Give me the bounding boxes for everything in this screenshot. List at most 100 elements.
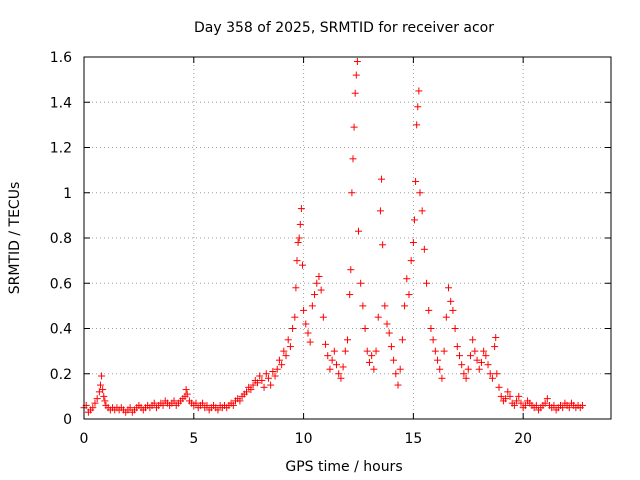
data-point	[308, 302, 316, 310]
data-point	[348, 189, 356, 197]
data-point	[304, 329, 312, 337]
data-point	[442, 313, 450, 321]
y-tick-label: 0.8	[50, 231, 72, 247]
data-point	[414, 103, 422, 111]
data-point	[436, 365, 444, 373]
data-point	[413, 121, 421, 129]
data-point	[447, 297, 455, 305]
data-point	[126, 404, 134, 412]
data-point	[292, 284, 300, 292]
data-point	[475, 365, 483, 373]
data-point	[368, 352, 376, 360]
data-point	[311, 291, 319, 299]
data-point	[409, 239, 417, 247]
data-point	[93, 395, 101, 403]
data-point	[253, 379, 261, 387]
data-point	[455, 352, 463, 360]
data-point	[296, 220, 304, 228]
data-point	[486, 370, 494, 378]
data-point	[423, 279, 431, 287]
data-point	[385, 329, 393, 337]
data-point	[354, 227, 362, 235]
x-tick-label: 10	[295, 431, 313, 447]
data-point	[376, 207, 384, 215]
data-point	[236, 397, 244, 405]
data-point	[471, 347, 479, 355]
data-point	[346, 291, 354, 299]
data-point	[150, 399, 158, 407]
y-tick-label: 0.4	[50, 322, 72, 338]
data-point	[438, 374, 446, 382]
data-point	[458, 361, 466, 369]
data-point	[410, 216, 418, 224]
data-point	[271, 372, 279, 380]
data-point	[521, 401, 529, 409]
data-point	[460, 370, 468, 378]
data-point	[99, 386, 107, 394]
y-axis-label: SRMTID / TECUs	[7, 182, 23, 295]
data-point	[361, 325, 369, 332]
y-tick-label: 1	[63, 186, 72, 202]
data-point	[565, 404, 573, 412]
data-point	[322, 340, 330, 348]
data-point	[352, 71, 360, 79]
data-point	[192, 399, 200, 407]
data-point	[267, 381, 275, 389]
data-point	[326, 365, 334, 373]
data-point	[517, 399, 525, 407]
plot-frame	[83, 56, 612, 420]
data-point	[242, 388, 250, 396]
data-point	[249, 381, 257, 389]
data-point	[98, 372, 106, 380]
data-point	[427, 325, 435, 332]
data-point	[462, 374, 470, 382]
data-point	[347, 266, 355, 274]
data-point	[488, 374, 496, 382]
data-point	[492, 334, 500, 342]
data-point	[91, 399, 99, 407]
axis-ticks: 0 5 10 15 20 0 0.2 0.4 0.6 0.8 1 1.2 1.4 1.6	[50, 50, 611, 447]
data-point	[359, 302, 367, 310]
data-point	[333, 361, 341, 369]
data-point	[256, 372, 264, 380]
data-point	[504, 388, 512, 396]
data-point	[440, 347, 448, 355]
data-point	[344, 336, 351, 344]
y-tick-label: 1.2	[50, 141, 72, 157]
data-point	[264, 374, 272, 382]
data-point	[416, 189, 424, 197]
data-point	[300, 306, 308, 314]
y-tick-label: 0.2	[50, 367, 72, 383]
data-point	[313, 279, 321, 287]
data-point	[295, 234, 303, 242]
data-point	[183, 390, 191, 398]
data-point	[291, 313, 299, 321]
data-point	[550, 401, 558, 409]
data-point	[324, 352, 332, 360]
data-point	[482, 352, 490, 360]
data-point	[407, 257, 415, 265]
data-point	[260, 383, 268, 391]
data-point	[339, 363, 347, 371]
data-point	[229, 401, 237, 409]
data-point	[390, 356, 398, 364]
data-point	[317, 286, 325, 294]
data-point	[269, 367, 277, 375]
grid-layer	[84, 57, 611, 419]
data-point	[383, 320, 391, 328]
data-point	[319, 313, 327, 321]
x-tick-label: 20	[514, 431, 532, 447]
data-point	[328, 356, 336, 364]
data-point	[363, 347, 371, 355]
x-tick-label: 5	[189, 431, 198, 447]
x-tick-label: 15	[404, 431, 422, 447]
data-point	[480, 347, 488, 355]
data-point	[412, 177, 420, 185]
data-point	[429, 336, 437, 344]
data-point	[418, 207, 426, 215]
data-point	[420, 245, 428, 253]
data-point	[491, 343, 499, 351]
data-point	[405, 291, 413, 299]
data-point	[559, 404, 567, 412]
data-point	[100, 392, 108, 400]
